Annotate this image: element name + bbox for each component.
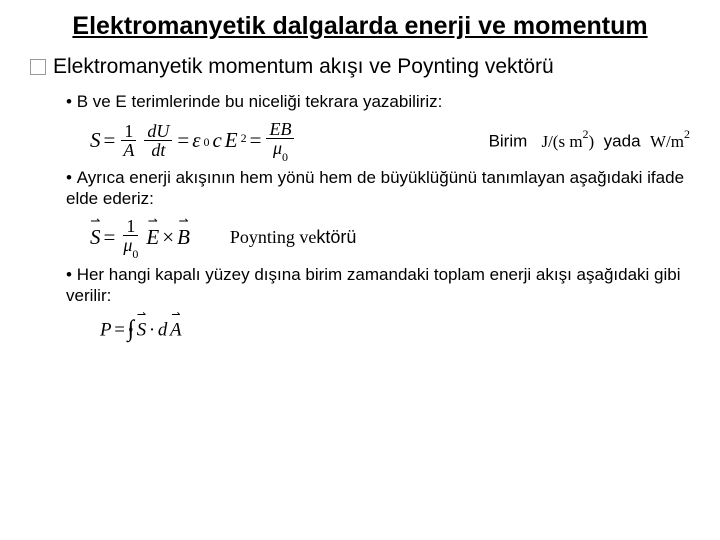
equation-3-row: P = ∫ ⇀S · d ⇀A [100,316,631,343]
subtitle-text: Elektromanyetik momentum akışı ve Poynti… [53,55,554,79]
poynting-label: Poynting vektörü [230,227,357,248]
bullet-1: • B ve E terimlerinde bu niceliği tekrar… [66,91,690,112]
equation-1: S = 1 A dU dt = ε0 c E2 = EB μ0 [90,120,296,161]
slide-root: Elektromanyetik dalgalarda enerji ve mom… [0,0,720,540]
subtitle-row: Elektromanyetik momentum akışı ve Poynti… [30,55,690,79]
units-line: Birim J/(s m2) yada W/m2 [489,129,690,152]
bullet-3: • Her hangi kapalı yüzey dışına birim za… [66,264,690,307]
slide-title: Elektromanyetik dalgalarda enerji ve mom… [30,12,690,41]
equation-2-row: ⇀S = 1 μ0 ⇀E × ⇀B Poynting vektörü [90,217,690,258]
hollow-bullet-icon [30,59,46,75]
equation-2: ⇀S = 1 μ0 ⇀E × ⇀B [90,217,190,258]
bullet-2: • Ayrıca enerji akışının hem yönü hem de… [66,167,690,210]
equation-3: P = ∫ ⇀S · d ⇀A [100,316,182,343]
equation-1-row: S = 1 A dU dt = ε0 c E2 = EB μ0 Birim J/… [90,120,690,161]
